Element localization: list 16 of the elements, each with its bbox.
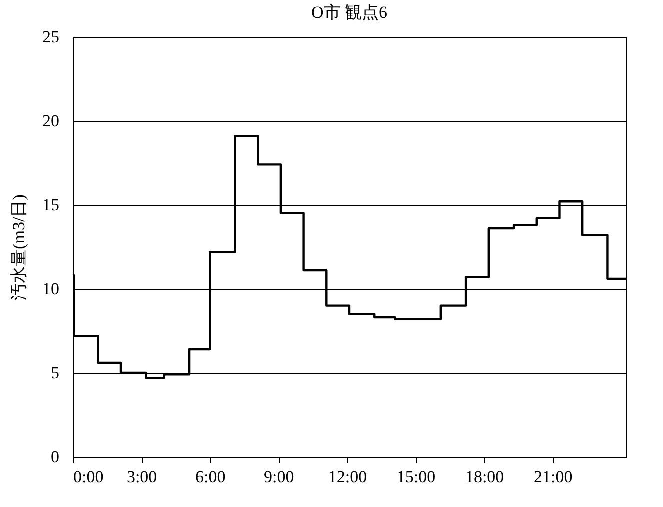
x-tick-label: 0:00 (74, 468, 104, 486)
y-tick-label: 0 (51, 448, 60, 466)
x-tick-label: 3:00 (126, 468, 158, 486)
x-tick-label: 15:00 (396, 468, 436, 486)
chart-title: O市 観点6 (311, 3, 388, 22)
y-axis-title: 汚水量(m3/日) (10, 194, 28, 300)
x-tick-label: 6:00 (195, 468, 226, 486)
x-tick-label: 18:00 (465, 468, 504, 486)
y-tick-label: 10 (42, 280, 60, 298)
y-tick-label: 5 (51, 364, 60, 382)
y-tick-label: 25 (42, 28, 60, 46)
x-tick-label: 12:00 (328, 468, 368, 486)
y-tick-label: 15 (42, 196, 60, 214)
x-tick-label: 21:00 (534, 468, 573, 486)
y-tick-label: 20 (42, 112, 60, 130)
x-tick-label: 9:00 (264, 468, 294, 486)
